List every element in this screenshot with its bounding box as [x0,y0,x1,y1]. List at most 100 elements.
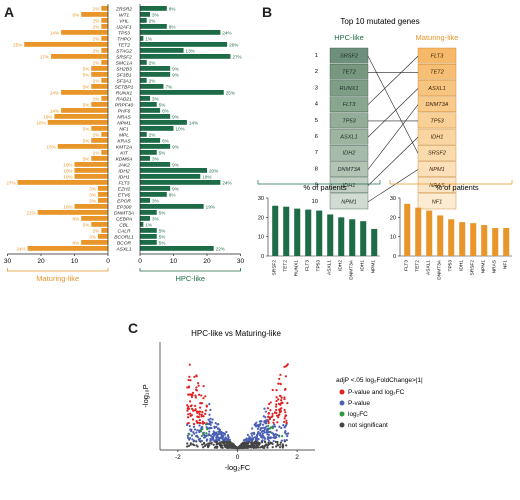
volcano-point [258,420,261,423]
volcano-point [209,417,212,420]
legend-label: P-value and log₂FC [348,389,405,396]
hpc-cell [329,47,369,64]
volcano-point [186,423,189,427]
volcano-point [248,436,251,439]
label-maturing-MPL: 2% [93,132,100,137]
volcano-point [204,412,207,416]
volcano-point [244,446,247,449]
volcano-point [186,434,189,438]
volcano-point [193,428,197,431]
volcano-point [210,421,214,424]
hpc-cell [329,128,369,145]
volcano-point [198,412,201,416]
label-maturing-VHL: 2% [93,18,100,23]
maturing-gene: ASXL1 [427,86,445,92]
label-maturing-SMC1A: 2% [93,60,100,65]
label-hpc-THPO: 1% [145,36,152,41]
label-maturing-U2AF1: 2% [93,24,100,29]
volcano-point [188,375,191,378]
volcano-point [277,382,280,385]
volcano-point [198,429,201,432]
hpc-gene: ASXL1 [339,135,357,141]
bar-maturing-NF1 [91,126,108,131]
bar-hpc-KMT2A [140,144,171,149]
label-hpc-RUNX1: 25% [226,90,235,95]
volcano-point [267,415,270,418]
volcano-point [188,400,192,403]
bar-hpc-KRAS [140,138,161,143]
label-hpc-SF3A1: 2% [149,78,156,83]
table-title: Top 10 mutated genes [340,17,419,26]
label-maturing-SETBP1: 5% [83,84,90,89]
hpc-gene: NPM1 [341,199,357,205]
volcano-point [284,375,287,378]
legend-title: adjP <.05 log₂FoldChange>|1| [336,377,423,384]
maturing-cell [417,112,457,129]
volcano-point [195,431,198,434]
volcano-point [251,434,254,437]
volcano-point [280,407,283,410]
maturing-gene: IDH1 [431,135,444,141]
volcano-point [266,444,270,447]
volcano-point [258,434,262,437]
volcano-point [188,437,192,440]
label-maturing-PHF6: 14% [50,108,59,113]
label-hpc-FLT3: 24% [222,180,231,185]
volcano-point [216,445,219,448]
volcano-point [189,379,192,382]
left-tick-label: 10 [71,258,79,265]
hpc-cell [329,144,369,161]
gene-label-BCOR: BCOR [117,240,132,246]
volcano-point [222,432,225,435]
volcano-point [209,434,213,437]
maturing-chart-bar [448,219,455,256]
volcano-point [275,405,278,408]
maturing-bracket [7,268,109,272]
bar-hpc-U2AF1 [140,24,167,29]
volcano-point [263,437,267,440]
volcano-point [284,388,287,391]
label-hpc-BCOR: 5% [159,240,166,245]
bar-maturing-SMC1A [101,60,108,65]
gene-label-EPOR: EPOR [117,198,131,204]
panel-a-label: A [4,4,15,20]
label-hpc-BCORL1: 5% [159,234,166,239]
volcano-point [224,436,227,439]
bar-maturing-PRPF40 [91,102,108,107]
bar-hpc-PRPF40 [140,102,157,107]
maturing-cell [417,47,457,64]
volcano-point [209,439,212,442]
volcano-point [200,434,203,438]
volcano-point [254,440,257,443]
volcano-point [256,427,260,430]
volcano-point [260,434,263,437]
volcano-point [202,397,205,400]
volcano-point [259,432,262,435]
bar-hpc-NPM1 [140,120,187,125]
volcano-point [266,433,269,436]
volcano-point [269,401,272,404]
volcano-point [262,426,265,429]
volcano-point [190,430,193,433]
gene-label-NF1: NF1 [119,126,129,132]
volcano-point [186,407,189,410]
volcano-point [187,393,190,396]
volcano-point [205,428,209,431]
volcano-point [252,442,255,445]
label-hpc-CALR: 5% [159,228,166,233]
volcano-point [281,401,284,405]
right-tick-label: 30 [237,258,245,265]
hpc-chart-ytick-label: 20 [258,215,264,221]
volcano-point [271,442,274,446]
panel-b-chart: Top 10 mutated genes HPC-like Maturing-lik… [257,17,513,280]
bar-maturing-SF3B1 [91,72,108,77]
gene-label-SH2B3: SH2B3 [116,66,132,72]
volcano-point [275,445,278,448]
volcano-point [205,439,208,442]
bar-maturing-TET2 [24,42,108,47]
gene-label-IDH1: IDH1 [118,174,129,180]
volcano-point [211,418,214,421]
gene-label-ZRSR2: ZRSR2 [115,6,132,12]
volcano-point [230,442,233,446]
label-maturing-EPOR: 3% [89,198,96,203]
